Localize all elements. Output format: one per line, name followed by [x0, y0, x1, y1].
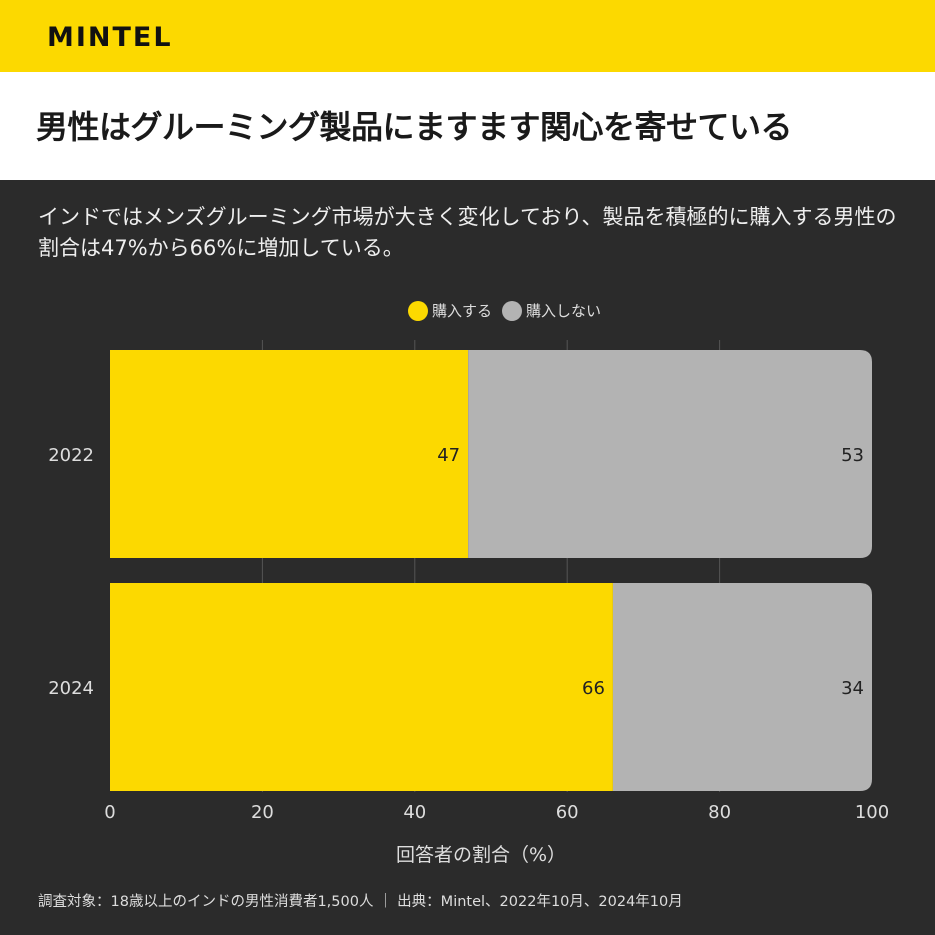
x-tick-label: 60 [556, 802, 579, 823]
brand-logo: MINTEL [47, 22, 173, 53]
chart-legend: 購入する 購入しない [408, 300, 601, 321]
data-label: 66 [582, 678, 605, 699]
footer-note: 調査対象：18歳以上のインドの男性消費者1,500人 ｜ 出典：Mintel、2… [38, 894, 683, 910]
data-label: 34 [841, 678, 864, 699]
y-tick-label: 2022 [48, 445, 94, 466]
legend-label-not-buy: 購入しない [526, 302, 602, 320]
legend-swatch-not-buy [502, 300, 523, 321]
page-title: 男性はグルーミング製品にますます関心を寄せている [36, 108, 793, 146]
x-axis-label: 回答者の割合（%） [396, 844, 566, 866]
bar-not-buy [468, 350, 872, 558]
title-band [0, 72, 935, 180]
x-tick-label: 80 [708, 802, 731, 823]
data-label: 53 [841, 445, 864, 466]
subtitle: インドではメンズグルーミング市場が大きく変化しており、製品を積極的に購入する男性… [38, 205, 897, 260]
data-label: 47 [437, 445, 460, 466]
x-tick-label: 20 [251, 802, 274, 823]
legend-label-buy: 購入する [432, 302, 493, 320]
bar-not-buy [612, 583, 872, 791]
x-tick-label: 0 [104, 802, 115, 823]
x-tick-label: 40 [403, 802, 426, 823]
y-tick-label: 2024 [48, 678, 94, 699]
bar-buy [110, 350, 469, 558]
x-tick-label: 100 [855, 802, 889, 823]
bar-buy [110, 583, 613, 791]
header-bar [0, 0, 935, 72]
legend-swatch-buy [408, 300, 428, 321]
